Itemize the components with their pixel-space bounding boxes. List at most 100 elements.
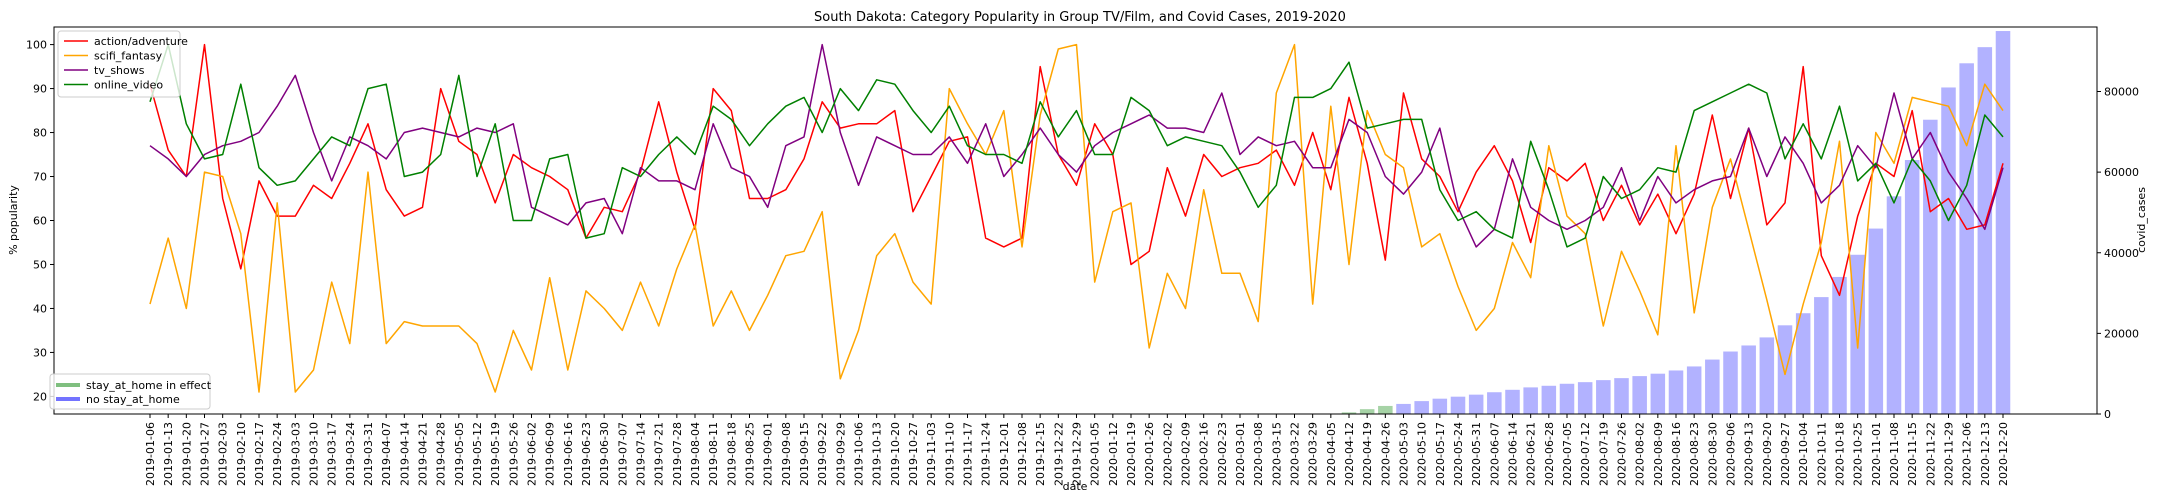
x-tick-label: 2020-04-26 <box>1379 422 1392 486</box>
x-tick-label: 2020-09-27 <box>1779 422 1792 486</box>
bar-stay-at-home <box>1359 409 1375 414</box>
x-tick-label: 2020-11-01 <box>1870 422 1883 486</box>
x-tick-label: 2020-11-15 <box>1906 422 1919 486</box>
x-tick-label: 2019-02-03 <box>217 422 230 486</box>
x-tick-label: 2020-01-19 <box>1125 422 1138 486</box>
x-tick-label: 2019-03-10 <box>308 422 321 486</box>
x-tick-label: 2020-06-28 <box>1543 422 1556 486</box>
x-tick-label: 2019-11-10 <box>943 422 956 486</box>
x-tick-label: 2020-02-16 <box>1198 422 1211 486</box>
x-tick-label: 2019-04-07 <box>380 422 393 486</box>
x-tick-label: 2019-06-09 <box>544 422 557 486</box>
x-tick-label: 2019-10-27 <box>907 422 920 486</box>
x-tick-label: 2020-08-09 <box>1652 422 1665 486</box>
bar-no-stay-at-home <box>1505 389 1520 414</box>
x-tick-label: 2019-12-15 <box>1034 422 1047 486</box>
x-tick-label: 2019-10-06 <box>853 422 866 486</box>
legend-box <box>49 373 211 410</box>
y2-tick-label: 80000 <box>2104 86 2139 99</box>
x-tick-label: 2020-08-23 <box>1688 422 1701 486</box>
y-axis-left: 20 30 40 50 60 70 80 90 100 <box>26 39 54 403</box>
y-tick-label: 30 <box>33 346 47 359</box>
x-tick-label: 2019-07-14 <box>635 422 648 486</box>
x-tick-label: 2020-11-29 <box>1943 422 1956 486</box>
legend-label: scifi_fantasy <box>94 50 163 63</box>
x-tick-label: 2019-12-01 <box>998 422 1011 486</box>
bar-no-stay-at-home <box>1487 392 1502 414</box>
series-line-scifi-fantasy <box>149 43 2004 393</box>
x-tick-label: 2020-05-24 <box>1452 422 1465 486</box>
x-tick-label: 2020-04-19 <box>1361 422 1374 486</box>
bar-no-stay-at-home <box>1650 373 1666 414</box>
x-tick-label: 2020-03-15 <box>1270 422 1283 486</box>
x-tick-label: 2019-12-08 <box>1016 422 1029 486</box>
x-tick-label: 2019-05-05 <box>453 422 466 486</box>
x-tick-label: 2020-09-20 <box>1761 422 1774 486</box>
bar-no-stay-at-home <box>1959 63 1974 414</box>
x-tick-label: 2019-09-08 <box>780 422 793 486</box>
x-tick-label: 2019-04-21 <box>417 422 430 486</box>
bar-no-stay-at-home <box>1741 345 1756 414</box>
bar-no-stay-at-home <box>1759 337 1775 414</box>
x-tick-label: 2019-07-28 <box>671 422 684 486</box>
bar-no-stay-at-home <box>1977 47 1993 414</box>
x-tick-label: 2020-12-06 <box>1961 422 1974 486</box>
bar-no-stay-at-home <box>1705 359 1720 414</box>
x-tick-label: 2020-12-13 <box>1979 422 1992 486</box>
x-tick-label: 2020-01-12 <box>1107 422 1120 486</box>
y-axis-label: % popularity <box>7 185 20 255</box>
y-tick-label: 20 <box>33 390 47 403</box>
bar-no-stay-at-home <box>1904 160 1920 414</box>
bar-no-stay-at-home <box>1577 382 1593 414</box>
bar-no-stay-at-home <box>1995 31 2011 414</box>
x-tick-label: 2020-06-21 <box>1525 422 1538 486</box>
x-tick-label: 2019-12-29 <box>1071 422 1084 486</box>
x-tick-label: 2020-07-19 <box>1597 422 1610 486</box>
x-tick-label: 2020-05-17 <box>1434 422 1447 486</box>
bar-no-stay-at-home <box>1396 403 1411 414</box>
y-axis-right: 0 20000 40000 60000 80000 <box>2097 86 2139 421</box>
x-tick-label: 2020-04-12 <box>1343 422 1356 486</box>
x-tick-label: 2020-03-22 <box>1289 422 1302 486</box>
bar-no-stay-at-home <box>1814 297 1829 414</box>
x-tick-label: 2020-03-01 <box>1234 422 1247 486</box>
x-tick-label: 2019-10-13 <box>871 422 884 486</box>
x-tick-label: 2020-07-26 <box>1616 422 1629 486</box>
bar-no-stay-at-home <box>1541 385 1557 414</box>
x-tick-label: 2019-10-20 <box>889 422 902 486</box>
bar-no-stay-at-home <box>1795 313 1811 414</box>
x-tick-label: 2020-06-07 <box>1488 422 1501 486</box>
x-tick-label: 2020-07-05 <box>1561 422 1574 486</box>
bar-no-stay-at-home <box>1614 378 1629 414</box>
y2-tick-label: 20000 <box>2104 327 2139 340</box>
bar-no-stay-at-home <box>1923 119 1938 414</box>
bar-no-stay-at-home <box>1632 376 1647 414</box>
y-tick-label: 60 <box>33 215 47 228</box>
x-tick-label: 2020-08-02 <box>1634 422 1647 486</box>
x-tick-label: 2020-06-14 <box>1507 422 1520 486</box>
x-tick-label: 2019-08-25 <box>744 422 757 486</box>
x-tick-label: 2020-09-06 <box>1725 422 1738 486</box>
x-tick-label: 2020-07-12 <box>1579 422 1592 486</box>
y2-tick-label: 0 <box>2104 408 2111 421</box>
x-axis: 2019-01-06 2019-01-13 2019-01-20 2019-01-27… <box>144 414 2010 486</box>
x-tick-label: 2019-05-26 <box>507 422 520 486</box>
x-tick-label: 2020-08-30 <box>1706 422 1719 486</box>
x-tick-label: 2020-04-05 <box>1325 422 1338 486</box>
x-tick-label: 2020-09-13 <box>1743 422 1756 486</box>
x-tick-label: 2019-08-04 <box>689 422 702 486</box>
x-tick-label: 2019-01-13 <box>162 422 175 486</box>
x-tick-label: 2019-03-24 <box>344 422 357 486</box>
x-tick-label: 2020-10-25 <box>1852 422 1865 486</box>
bar-no-stay-at-home <box>1941 87 1956 414</box>
x-tick-label: 2019-01-06 <box>144 422 157 486</box>
x-tick-label: 2019-03-31 <box>362 422 375 486</box>
x-tick-label: 2020-02-09 <box>1180 422 1193 486</box>
x-tick-label: 2019-06-02 <box>526 422 539 486</box>
x-tick-label: 2020-12-20 <box>1997 422 2010 486</box>
x-tick-label: 2019-06-30 <box>598 422 611 486</box>
x-axis-label: date <box>1063 480 1088 493</box>
y-tick-label: 100 <box>26 39 47 52</box>
x-tick-label: 2019-05-19 <box>489 422 502 486</box>
x-tick-label: 2019-03-03 <box>289 422 302 486</box>
